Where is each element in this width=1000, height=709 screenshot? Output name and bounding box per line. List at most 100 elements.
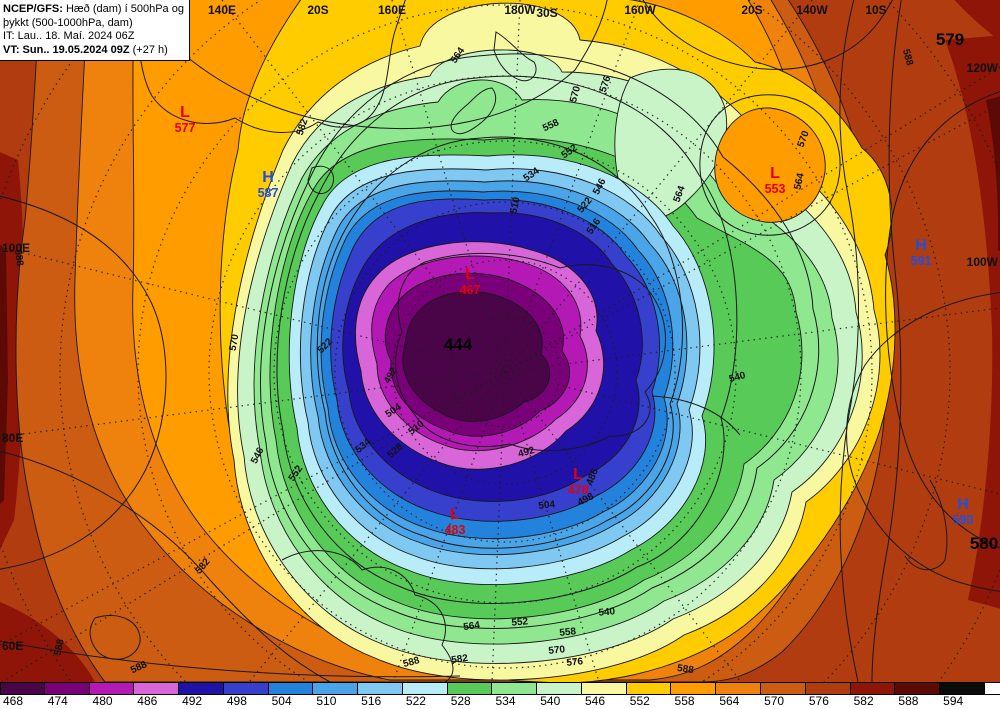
value-labels: 579 444 580 — [444, 30, 998, 553]
colorbar-label-558: 558 — [674, 694, 695, 708]
contour-label-570: 570 — [228, 333, 242, 352]
contour-label-492: 492 — [517, 445, 536, 460]
thickness-fill-regions — [0, 0, 1000, 682]
edge-label-100W: 100W — [967, 255, 999, 269]
colorbar-label-504: 504 — [271, 694, 292, 708]
colorbar-cell-564 — [716, 683, 762, 694]
contour-label-558: 558 — [559, 626, 577, 639]
edge-label-160E: 160E — [378, 3, 406, 17]
contour-label-576: 576 — [566, 656, 584, 669]
colorbar-label-552: 552 — [629, 694, 650, 708]
contour-label-552: 552 — [511, 616, 529, 628]
band-588-left — [0, 244, 8, 505]
contour-label-570: 570 — [548, 644, 566, 657]
contour-label-588: 588 — [52, 638, 66, 657]
init-time: IT: Lau.. 18. Maí. 2024 06Z — [3, 30, 135, 42]
colorbar-cell-486 — [134, 683, 180, 694]
colorbar-cell-540 — [537, 683, 582, 694]
edge-label-10S: 10S — [865, 3, 886, 17]
band-582-bottomleft — [0, 602, 95, 682]
title-line-1: NCEP/GFS: Hæð (dam) í 500hPa og — [3, 3, 184, 15]
colorbar-label-522: 522 — [405, 694, 426, 708]
low-center-value-478: 478 — [568, 483, 589, 497]
contour-label-570: 570 — [568, 84, 583, 103]
edge-label-80E: 80E — [2, 431, 23, 445]
value-label-444: 444 — [444, 335, 473, 354]
colorbar-label-588: 588 — [898, 694, 919, 708]
coast-antarctic-peninsula — [651, 395, 741, 436]
colorbar-cell-516 — [358, 683, 403, 694]
contour-label-510: 510 — [508, 196, 522, 215]
band-582-topright — [954, 0, 1000, 42]
colorbar-label-594: 594 — [943, 694, 964, 708]
band-582-left — [0, 152, 25, 550]
colorbar-cell-492 — [179, 683, 224, 694]
colorbar-cell-594 — [940, 683, 985, 694]
coastlines — [89, 0, 1000, 682]
colorbar-cell-480 — [89, 683, 135, 694]
contour-label-588: 588 — [676, 663, 694, 676]
value-label-580: 580 — [970, 534, 998, 553]
colorbar-cell-510 — [313, 683, 359, 694]
colorbar-label-516: 516 — [361, 694, 382, 708]
low-center-letter-478: L — [573, 466, 583, 483]
low-center-value-483: 483 — [445, 523, 466, 537]
band-582-right — [945, 35, 1000, 609]
low-center-letter-483: L — [450, 506, 460, 523]
coast-patagonia-detail — [904, 479, 948, 571]
coast-nz-north — [493, 31, 537, 82]
coast-island-s — [89, 614, 141, 660]
contour-label-564: 564 — [792, 172, 806, 191]
edge-labels: 140E 20S 160E 180W 30S 160W 20S 140W 10S 120W 100W… — [2, 3, 999, 653]
high-center-value-591: 591 — [911, 254, 932, 268]
high-center-letter-590: H — [957, 496, 969, 513]
low-center-value-577: 577 — [175, 121, 196, 135]
colorbar-cell-474 — [44, 683, 90, 694]
low-center-value-553: 553 — [765, 182, 786, 196]
colorbar-label-576: 576 — [808, 694, 829, 708]
colorbar-cell-582 — [850, 683, 896, 694]
high-center-letter-587: H — [262, 169, 274, 186]
edge-label-120W: 120W — [967, 61, 999, 75]
colorbar-labels: 468 474 480 486 492 498 504 510 516 522 528 534 540 5… — [0, 694, 1000, 708]
colorbar-label-546: 546 — [585, 694, 606, 708]
contour-label-582: 582 — [451, 653, 469, 666]
contour-label-582: 582 — [295, 117, 311, 137]
colorbar-label-486: 486 — [137, 694, 158, 708]
colorbar-label-564: 564 — [719, 694, 740, 708]
colorbar-label-570: 570 — [764, 694, 785, 708]
colorbar-label-510: 510 — [316, 694, 337, 708]
colorbar-label-582: 582 — [853, 694, 874, 708]
colorbar-cell-468 — [0, 683, 45, 694]
colorbar-cell-498 — [223, 683, 269, 694]
coast-australia — [128, 0, 406, 133]
colorbar-filler — [984, 683, 1000, 694]
cutoff-low-553 — [714, 107, 826, 223]
colorbar-cell-558 — [671, 683, 717, 694]
coast-antarctica — [395, 252, 666, 451]
band-468-core — [402, 291, 551, 422]
colorbar-cell-570 — [761, 683, 806, 694]
colorbar-cell-576 — [805, 683, 851, 694]
edge-label-30S: 30S — [536, 6, 557, 20]
edge-label-20S: 20S — [741, 3, 762, 17]
contour-label-588: 588 — [900, 48, 915, 67]
colorbar-label-474: 474 — [47, 694, 68, 708]
model-name: NCEP/GFS: — [3, 3, 63, 15]
colorbar-label-534: 534 — [495, 694, 516, 708]
colorbar-cell-588 — [895, 683, 941, 694]
contour-label-588: 588 — [402, 655, 421, 670]
low-center-value-467: 467 — [460, 283, 481, 297]
contour-label-576: 576 — [598, 74, 614, 94]
value-label-579: 579 — [936, 30, 964, 49]
title-box: NCEP/GFS: Hæð (dam) í 500hPa og þykkt (5… — [0, 0, 190, 61]
colorbar-label-480: 480 — [92, 694, 113, 708]
edge-label-20S: 20S — [307, 3, 328, 17]
edge-label-180W: 180W — [504, 3, 536, 17]
edge-label-60E: 60E — [2, 639, 23, 653]
coast-tasmania — [307, 165, 334, 195]
high-center-value-587: 587 — [258, 186, 279, 200]
